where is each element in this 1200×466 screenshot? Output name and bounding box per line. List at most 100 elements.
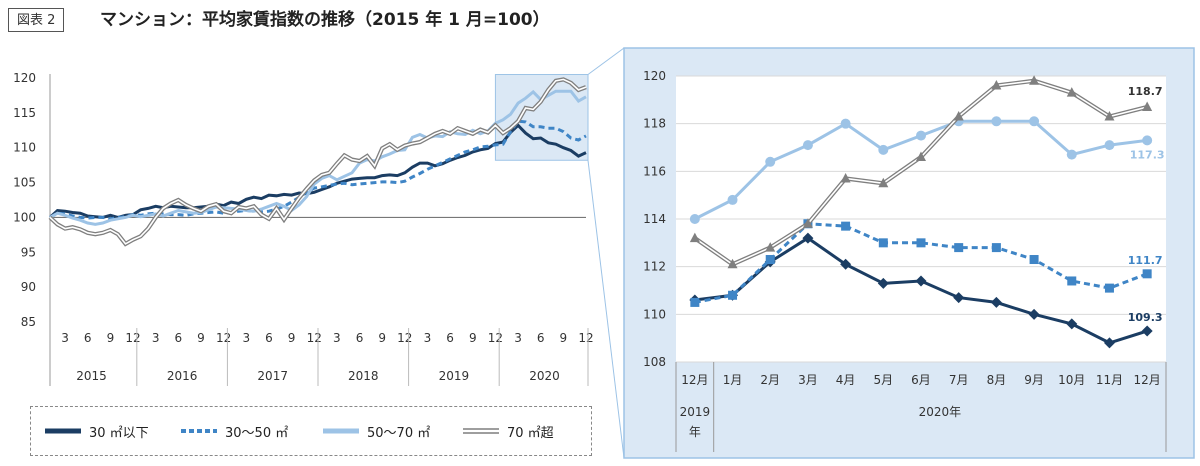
zoom-point-50-70 [727,194,738,205]
zoom-end-label-1: 111.7 [1128,254,1163,267]
zoom-point-30-50 [1104,283,1114,293]
legend-swatch-30-50 [181,429,217,433]
zoom-x-tick-label: 9月 [1024,373,1044,387]
zoom-point-30-50 [991,243,1001,253]
zoom-point-30below [1103,337,1115,349]
left-x-tick-label: 12 [125,331,140,345]
zoom-point-30-50 [954,243,964,253]
left-x-tick-label: 6 [84,331,92,345]
zoom-y-tick-label: 116 [643,164,666,178]
zoom-connector-top [587,47,625,75]
zoom-point-50-70 [1066,149,1077,160]
left-x-tick-label: 12 [578,331,593,345]
zoom-x-tick-label: 7月 [949,373,969,387]
zoom-point-70over [1066,87,1077,97]
zoom-y-tick-label: 118 [643,117,666,131]
zoom-point-30-50 [916,238,926,248]
left-x-tick-label: 9 [197,331,205,345]
left-x-tick-label: 12 [216,331,231,345]
zoom-x-tick-label: 3月 [798,373,818,387]
left-y-tick-label: 90 [21,280,36,294]
zoom-point-30-50 [765,255,775,265]
left-x-tick-label: 3 [152,331,160,345]
legend-item-70over: 70 ㎡超 [463,421,554,441]
zoom-point-30below [840,258,852,270]
zoom-point-30below [1028,308,1040,320]
zoom-point-30-50 [728,290,738,300]
zoom-y-tick-label: 114 [643,212,666,226]
left-year-label: 2020 [529,369,560,383]
left-x-tick-label: 12 [307,331,322,345]
left-x-tick-label: 12 [397,331,412,345]
left-year-label: 2017 [257,369,288,383]
left-year-label: 2016 [167,369,198,383]
zoom-point-70over [953,111,964,121]
zoom-point-30below [953,292,965,304]
zoom-year-label-2019: 2019 [680,405,711,419]
left-x-tick-label: 9 [378,331,386,345]
legend-item-30-50: 30～50 ㎡ [181,421,288,441]
zoom-x-tick-label: 4月 [836,373,856,387]
zoom-point-50-70 [765,156,776,167]
legend-item-50-70: 50～70 ㎡ [323,421,430,441]
left-x-tick-label: 6 [265,331,273,345]
zoom-point-50-70 [689,214,700,224]
zoom-point-50-70 [916,130,926,141]
zoom-x-tick-label: 11月 [1096,373,1123,387]
zoom-x-tick-label: 6月 [911,373,931,387]
zoom-point-70over [878,177,889,188]
left-x-tick-label: 9 [107,331,115,345]
left-x-tick-label: 9 [469,331,477,345]
zoom-connector-bottom [587,160,625,459]
zoom-end-label-3: 118.7 [1128,85,1163,98]
zoom-point-70over [765,242,776,252]
zoom-point-30-50 [1067,276,1077,286]
left-x-tick-label: 6 [446,331,454,345]
zoom-point-30below [802,232,814,244]
left-x-tick-label: 9 [560,331,568,345]
left-series-line-70over-inner [49,78,587,245]
zoom-point-70over [1104,111,1115,121]
left-year-label: 2018 [348,369,379,383]
left-x-tick-label: 3 [61,331,69,345]
left-x-tick-label: 6 [175,331,183,345]
zoom-end-label-2: 117.3 [1130,148,1165,161]
legend-label-70over: 70 ㎡超 [507,425,554,441]
figure-title: マンション：平均家賃指数の推移（2015 年 1 月=100） [100,10,550,30]
zoom-point-30below [990,296,1002,308]
zoom-y-tick-label: 110 [643,307,666,321]
legend-swatch-30below [45,428,81,434]
left-y-tick-label: 100 [13,210,36,224]
zoom-point-70over [689,232,700,243]
zoom-point-50-70 [840,118,851,129]
zoom-x-tick-label: 10月 [1058,373,1085,387]
zoom-point-30below [877,277,889,289]
zoom-highlight [494,74,589,161]
zoom-point-50-70 [991,116,1002,127]
left-x-tick-label: 3 [514,331,522,345]
zoom-x-tick-label: 8月 [987,373,1007,387]
left-year-label: 2015 [76,369,107,383]
zoom-point-50-70 [1142,135,1153,146]
zoom-point-50-70 [878,144,889,155]
legend: 30 ㎡以下 30～50 ㎡ 50～70 ㎡ 70 ㎡超 [30,406,592,456]
left-x-tick-label: 6 [537,331,545,345]
left-y-tick-label: 105 [13,176,36,190]
zoom-point-50-70 [1104,140,1115,151]
zoom-point-70over [727,258,738,269]
left-year-label: 2019 [439,369,470,383]
zoom-year-label-2019-suffix: 年 [689,425,701,439]
zoom-point-30-50 [1142,269,1152,279]
left-x-tick-label: 3 [424,331,432,345]
zoom-end-label-0: 109.3 [1128,311,1163,324]
left-series-line-2 [49,89,587,226]
zoom-year-label-2020: 2020年 [919,405,962,419]
left-x-tick-label: 3 [333,331,341,345]
zoom-point-70over [916,151,926,162]
zoom-point-30-50 [841,221,851,231]
left-x-tick-label: 3 [242,331,250,345]
zoom-y-tick-label: 112 [643,260,666,274]
legend-label-50-70: 50～70 ㎡ [367,425,431,441]
left-y-tick-label: 110 [13,141,36,155]
